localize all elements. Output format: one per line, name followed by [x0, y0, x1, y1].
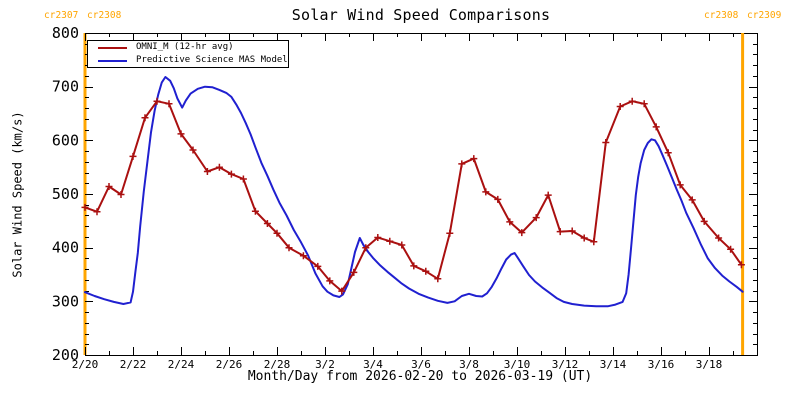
x-tick-label: 3/18: [696, 358, 723, 371]
x-tick-labels: 2/20 2/22 2/24 2/26 2/28 3/2 3/4 3/6 3/8 3/10 3/12…: [72, 358, 723, 371]
legend-item-omni: OMNI_M (12-hr avg): [98, 42, 288, 53]
legend-item-mas-model: Predictive Science MAS Model: [98, 55, 288, 66]
carrington-label-cr2308-right: cr2308: [704, 10, 739, 21]
x-tick-label: 2/24: [168, 358, 195, 371]
omni-plus-markers: [81, 97, 745, 295]
y-tick-label: 700: [52, 78, 79, 96]
chart-title: Solar Wind Speed Comparisons: [291, 6, 551, 24]
legend: OMNI_M (12-hr avg) Predictive Science MA…: [87, 40, 289, 68]
x-tick-label: 3/8: [459, 358, 479, 371]
x-axis-title: Month/Day from 2026-02-20 to 2026-03-19 …: [247, 369, 593, 384]
x-tick-label: 3/16: [648, 358, 675, 371]
x-tick-label: 2/28: [264, 358, 291, 371]
x-tick-label: 3/6: [411, 358, 431, 371]
y-tick-label: 400: [52, 239, 79, 257]
legend-label-omni: OMNI_M (12-hr avg): [136, 42, 234, 52]
y-tick-label: 500: [52, 185, 79, 203]
x-tick-label: 2/26: [216, 358, 243, 371]
legend-line-sample-mas-model: [98, 59, 127, 62]
y-tick-labels: 200 300 400 500 600 700 800: [52, 24, 79, 364]
carrington-label-cr2307: cr2307: [44, 10, 79, 21]
x-tick-label: 3/12: [552, 358, 579, 371]
y-tick-label: 600: [52, 131, 79, 149]
mas-model-series-line: [84, 76, 744, 308]
y-tick-label: 200: [52, 346, 79, 364]
axis-frame: [85, 33, 758, 356]
x-tick-label: 3/4: [363, 358, 383, 371]
y-tick-label: 800: [52, 24, 79, 42]
x-tick-label: 2/20: [72, 358, 99, 371]
legend-line-sample-omni: [98, 46, 127, 49]
carrington-label-cr2308-left: cr2308: [87, 10, 122, 21]
x-tick-label: 3/10: [504, 358, 531, 371]
x-tick-label: 3/14: [600, 358, 627, 371]
y-tick-label: 300: [52, 292, 79, 310]
x-tick-label: 2/22: [120, 358, 147, 371]
legend-label-mas-model: Predictive Science MAS Model: [136, 55, 288, 65]
carrington-label-cr2309: cr2309: [747, 10, 782, 21]
x-tick-label: 3/2: [315, 358, 335, 371]
axis-ticks: [85, 33, 758, 356]
